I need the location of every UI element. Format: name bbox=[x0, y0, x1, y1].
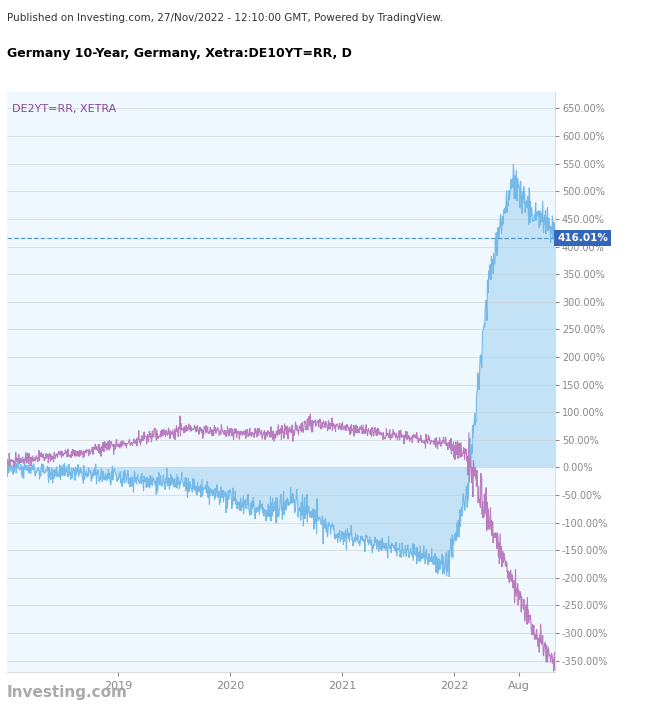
Text: Germany 10-Year, Germany, Xetra:DE10YT=RR, D: Germany 10-Year, Germany, Xetra:DE10YT=R… bbox=[7, 47, 351, 59]
Text: 416.01%: 416.01% bbox=[557, 233, 608, 243]
Text: DE2YT=RR, XETRA: DE2YT=RR, XETRA bbox=[12, 103, 116, 114]
Text: Investing.com: Investing.com bbox=[7, 685, 127, 700]
Text: Published on Investing.com, 27/Nov/2022 - 12:10:00 GMT, Powered by TradingView.: Published on Investing.com, 27/Nov/2022 … bbox=[7, 13, 443, 23]
